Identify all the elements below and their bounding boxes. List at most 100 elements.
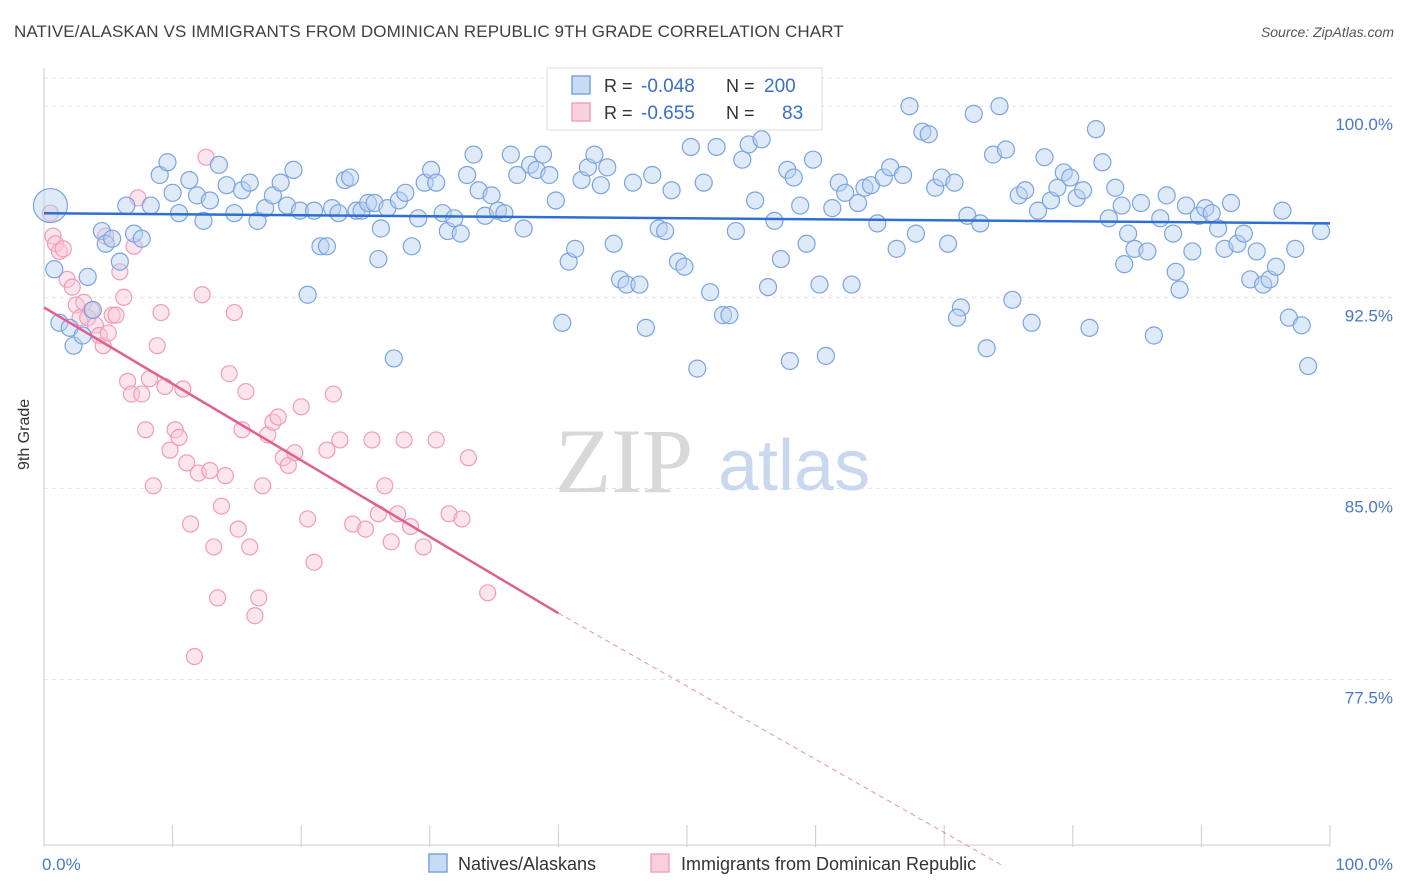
native-point [1164, 224, 1183, 243]
native-point [396, 183, 415, 202]
native-point [240, 173, 259, 192]
native-point [1144, 326, 1163, 345]
dominican-point [182, 515, 200, 533]
dominican-point [427, 431, 445, 449]
native-point [1067, 188, 1086, 208]
native-point [508, 165, 527, 185]
native-point [1131, 193, 1151, 213]
native-point [335, 170, 355, 190]
native-point [803, 150, 823, 169]
native-point [402, 237, 421, 256]
dominican-point [205, 538, 223, 556]
native-point [887, 239, 906, 258]
dominican-point [292, 398, 310, 416]
native-point [482, 186, 501, 205]
native-point [495, 204, 514, 223]
native-point [427, 173, 446, 192]
native-point [752, 130, 771, 149]
native-point [1099, 209, 1118, 228]
y-tick-label: 100.0% [1335, 115, 1393, 134]
dominican-point [118, 372, 137, 390]
dominican-point [201, 461, 219, 480]
native-point [117, 196, 136, 215]
native-point [1221, 193, 1241, 213]
dominican-point [178, 454, 196, 472]
native-n-value: 200 [764, 76, 796, 97]
native-point [636, 318, 655, 337]
native-point [271, 173, 290, 192]
native-point [1028, 201, 1048, 220]
native-point [938, 234, 958, 253]
native-point [451, 224, 470, 243]
dominican-point [133, 385, 151, 403]
dominican-point [115, 288, 133, 306]
native-point [771, 249, 790, 269]
native-point [662, 181, 681, 200]
native-point [1061, 168, 1080, 187]
native-point [464, 145, 483, 164]
native-point [1080, 318, 1099, 337]
native-point [64, 336, 83, 355]
dominican-swatch [571, 102, 591, 122]
native-point [540, 165, 559, 185]
native-point [733, 150, 752, 169]
watermark-atlas: atlas [718, 426, 870, 506]
dominican-point [305, 553, 323, 571]
native-point [1273, 201, 1292, 220]
native-point [103, 229, 122, 248]
dominican-trend-line [43, 306, 560, 615]
native-point [996, 140, 1016, 159]
native-point [701, 283, 720, 302]
native-point [675, 257, 694, 276]
native-point [623, 173, 643, 192]
chart-title: NATIVE/ALASKAN VS IMMIGRANTS FROM DOMINI… [14, 22, 844, 41]
native-point [585, 145, 604, 164]
native-point [225, 204, 244, 223]
native-point [132, 229, 151, 248]
native-point [501, 145, 520, 164]
native-point [598, 158, 617, 177]
native-point [298, 285, 317, 304]
dominican-point [103, 306, 121, 324]
native-point [893, 165, 913, 185]
dominican-point [161, 441, 179, 459]
native-point [643, 165, 662, 185]
native-point [194, 211, 213, 230]
native-point [778, 160, 797, 180]
native-point [566, 239, 585, 258]
native-point [791, 196, 810, 215]
native-point [1183, 242, 1202, 261]
dominican-point [382, 533, 400, 551]
dominican-point [156, 377, 174, 396]
dominican-point [363, 431, 381, 449]
native-point [720, 306, 739, 325]
dominican-point [216, 467, 234, 485]
native-point [1170, 280, 1189, 299]
native-point [829, 173, 848, 192]
legend-dominican-swatch [650, 853, 670, 873]
dominican-r-label: R = [604, 103, 633, 123]
source-label: Source: ZipAtlas.com [1260, 24, 1394, 40]
trend-lines [43, 211, 1331, 866]
native-point [546, 191, 565, 210]
dominican-point [229, 520, 247, 538]
native-point [1115, 255, 1134, 274]
dominican-point [148, 337, 166, 355]
native-point [848, 193, 868, 213]
dominican-point [453, 510, 471, 528]
native-point [1118, 224, 1138, 243]
native-point [180, 170, 199, 190]
native-point [1176, 196, 1196, 215]
native-point [158, 153, 177, 172]
native-point [977, 339, 996, 358]
dominican-point [324, 385, 342, 403]
native-point [1234, 224, 1253, 243]
native-point [1209, 219, 1228, 238]
legend-native-swatch [428, 853, 448, 873]
dominican-point [193, 286, 211, 304]
native-point [617, 275, 636, 294]
native-point [947, 308, 967, 327]
native-point [1247, 242, 1266, 261]
dominican-n-label: N = [726, 103, 755, 123]
